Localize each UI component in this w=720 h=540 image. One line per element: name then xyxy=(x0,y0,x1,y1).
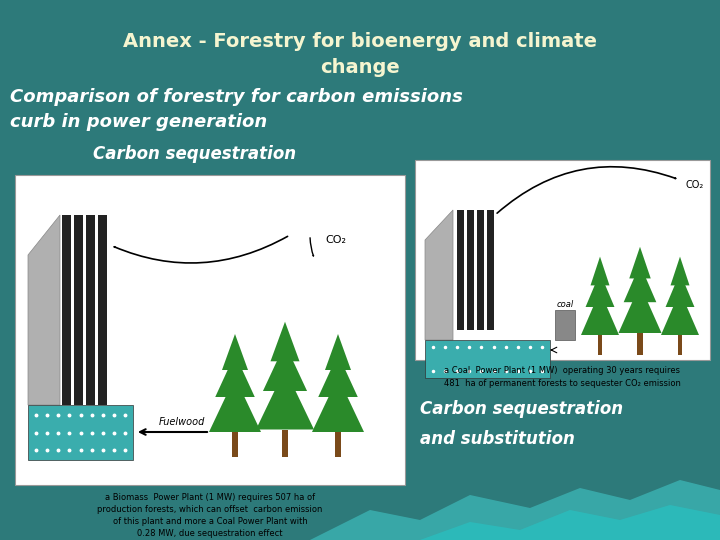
Bar xyxy=(74,215,83,405)
Polygon shape xyxy=(325,334,351,370)
Text: change: change xyxy=(320,58,400,77)
Polygon shape xyxy=(661,291,699,335)
Text: a Coal  Power Plant (1 MW)  operating 30 years requires: a Coal Power Plant (1 MW) operating 30 y… xyxy=(444,366,680,375)
Bar xyxy=(598,335,602,355)
Text: CO₂: CO₂ xyxy=(325,235,346,245)
Bar xyxy=(477,210,484,330)
Polygon shape xyxy=(256,369,314,429)
Polygon shape xyxy=(222,334,248,370)
Bar xyxy=(28,405,133,460)
Polygon shape xyxy=(209,377,261,432)
Text: 481  ha of permanent forests to sequester CO₂ emission: 481 ha of permanent forests to sequester… xyxy=(444,379,681,388)
Text: production forests, which can offset  carbon emission: production forests, which can offset car… xyxy=(97,505,323,514)
Polygon shape xyxy=(624,265,657,302)
Polygon shape xyxy=(585,273,614,307)
Bar xyxy=(15,175,405,485)
Text: Carbon sequestration: Carbon sequestration xyxy=(94,145,297,163)
Polygon shape xyxy=(670,256,690,286)
Bar xyxy=(457,210,464,330)
Polygon shape xyxy=(581,291,619,335)
Polygon shape xyxy=(271,322,300,361)
Bar xyxy=(415,160,710,360)
Text: Comparison of forestry for carbon emissions: Comparison of forestry for carbon emissi… xyxy=(10,88,463,106)
Bar xyxy=(637,333,642,355)
Polygon shape xyxy=(629,247,651,279)
Polygon shape xyxy=(28,215,60,405)
FancyArrowPatch shape xyxy=(497,167,675,213)
Polygon shape xyxy=(590,256,610,286)
Polygon shape xyxy=(263,343,307,391)
Text: Annex - Forestry for bioenergy and climate: Annex - Forestry for bioenergy and clima… xyxy=(123,32,597,51)
Text: a Biomass  Power Plant (1 MW) requires 507 ha of: a Biomass Power Plant (1 MW) requires 50… xyxy=(105,493,315,502)
Text: of this plant and more a Coal Power Plant with: of this plant and more a Coal Power Plan… xyxy=(112,517,307,526)
Bar xyxy=(86,215,95,405)
Polygon shape xyxy=(310,480,720,540)
Text: coal: coal xyxy=(557,300,574,309)
Polygon shape xyxy=(318,354,358,397)
Bar xyxy=(678,335,683,355)
Text: CO₂: CO₂ xyxy=(685,180,703,190)
Bar xyxy=(425,340,550,378)
Polygon shape xyxy=(425,210,453,340)
Text: and substitution: and substitution xyxy=(420,430,575,448)
FancyArrowPatch shape xyxy=(310,238,313,256)
Polygon shape xyxy=(618,285,662,333)
Text: 0.28 MW, due sequestration effect: 0.28 MW, due sequestration effect xyxy=(138,529,283,538)
Text: Carbon sequestration: Carbon sequestration xyxy=(420,400,623,418)
Bar xyxy=(555,310,575,340)
Bar xyxy=(282,429,289,457)
Polygon shape xyxy=(215,354,255,397)
Bar xyxy=(335,432,341,457)
Bar xyxy=(487,210,494,330)
Bar xyxy=(98,215,107,405)
Text: curb in power generation: curb in power generation xyxy=(10,113,267,131)
Bar xyxy=(467,210,474,330)
Polygon shape xyxy=(665,273,695,307)
Bar xyxy=(62,215,71,405)
Text: Fuelwood: Fuelwood xyxy=(158,417,205,427)
Bar xyxy=(232,432,238,457)
Polygon shape xyxy=(312,377,364,432)
FancyArrowPatch shape xyxy=(114,237,287,263)
Polygon shape xyxy=(420,505,720,540)
